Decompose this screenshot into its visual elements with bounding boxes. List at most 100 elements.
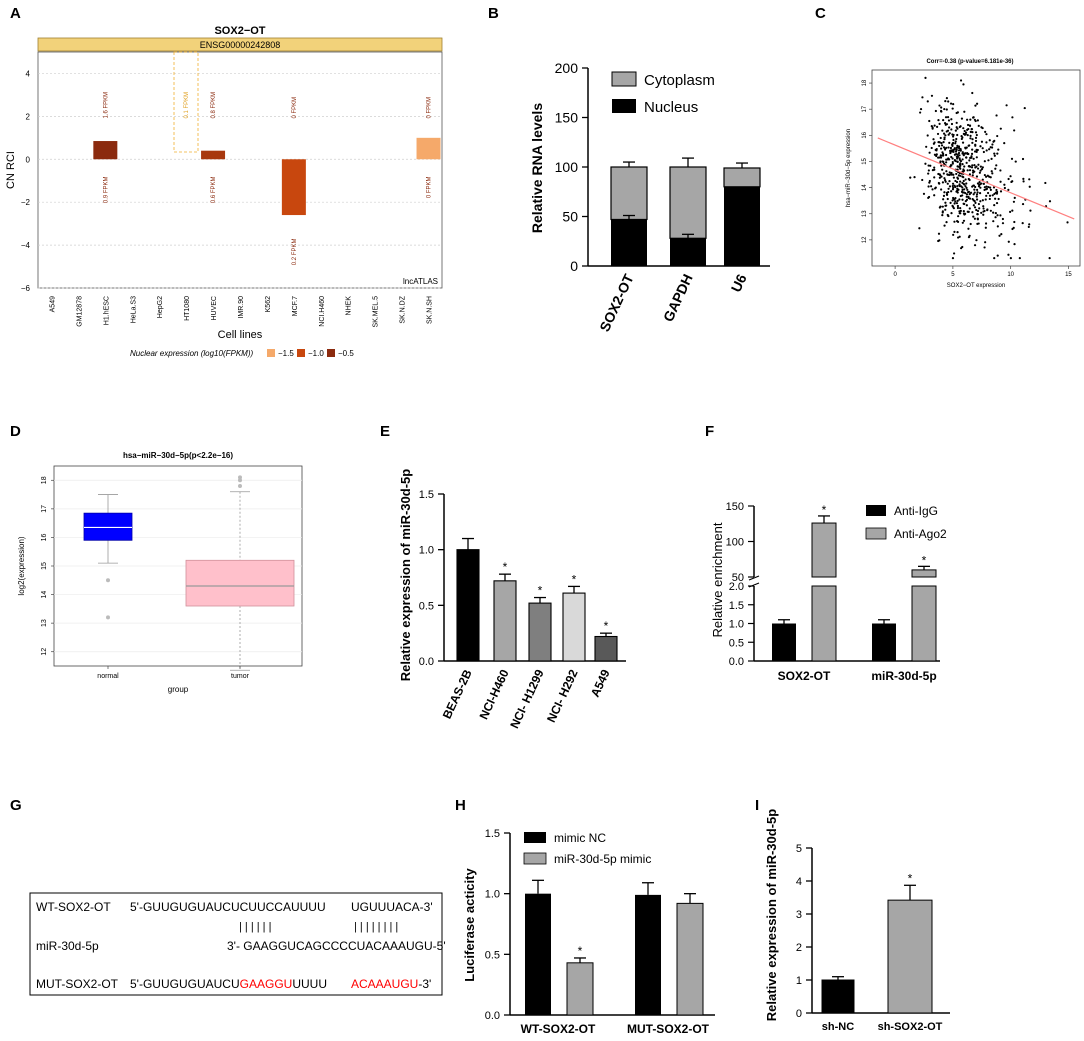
c-point bbox=[944, 100, 947, 103]
c-point bbox=[928, 151, 931, 154]
a-xtick-label: H1.hESC bbox=[103, 296, 110, 325]
c-point bbox=[962, 219, 966, 222]
g-sequence-box bbox=[29, 892, 443, 996]
c-point bbox=[989, 186, 992, 189]
c-point bbox=[924, 76, 927, 79]
c-point bbox=[955, 121, 958, 124]
c-y-ticks: 12 13 14 15 16 17 18 bbox=[862, 79, 872, 243]
c-point bbox=[952, 138, 955, 142]
c-point bbox=[975, 175, 979, 178]
c-point bbox=[946, 115, 950, 119]
a-xtick-label: HeLa.S3 bbox=[130, 296, 137, 323]
c-point bbox=[919, 107, 923, 111]
c-point bbox=[961, 181, 964, 185]
c-point bbox=[951, 144, 954, 147]
c-ytick-label: 13 bbox=[862, 210, 868, 217]
h-ytick-label: 1.5 bbox=[485, 828, 500, 840]
c-point bbox=[965, 186, 968, 190]
c-point bbox=[944, 179, 947, 182]
c-xlabel: SOX2−OT expression bbox=[947, 283, 1005, 289]
c-point bbox=[1021, 222, 1024, 225]
c-point bbox=[952, 233, 955, 236]
c-point bbox=[999, 214, 1002, 217]
c-point bbox=[950, 164, 953, 167]
a-xtick-label: HepG2 bbox=[157, 296, 164, 318]
e-xtick-label: A549 bbox=[588, 667, 613, 699]
c-point bbox=[1066, 221, 1069, 224]
c-point bbox=[950, 122, 954, 126]
b-bars bbox=[610, 157, 761, 266]
c-point bbox=[1013, 220, 1016, 224]
c-point bbox=[927, 164, 930, 167]
c-point bbox=[941, 129, 944, 132]
i-significance-star: * bbox=[908, 871, 913, 885]
c-point bbox=[954, 140, 957, 143]
i-ytick-label: 4 bbox=[796, 876, 802, 888]
c-point bbox=[965, 195, 968, 198]
c-point bbox=[951, 257, 955, 260]
b-ytick-label: 200 bbox=[555, 60, 579, 76]
c-point bbox=[1007, 188, 1010, 191]
c-point bbox=[959, 149, 962, 152]
c-point bbox=[944, 208, 947, 211]
b-legend-cytoplasm: Cytoplasm bbox=[644, 72, 715, 89]
panel-a: A SOX2−OT ENSG00000242808 4 2 0 −2 −4 −6 CN R… bbox=[5, 5, 443, 358]
c-point bbox=[964, 152, 967, 155]
b-ytick-label: 50 bbox=[562, 209, 578, 225]
c-point bbox=[940, 106, 943, 109]
c-point bbox=[955, 153, 958, 156]
c-point bbox=[949, 102, 953, 105]
f-bar-ago2-lower bbox=[911, 585, 937, 662]
c-point bbox=[1018, 257, 1021, 260]
a-ytick-label: −2 bbox=[21, 198, 31, 207]
a-bar bbox=[93, 141, 118, 160]
c-point bbox=[930, 146, 933, 150]
panel-label-b: B bbox=[488, 5, 499, 22]
c-point bbox=[953, 220, 956, 223]
a-legend-label-1: −1.5 bbox=[278, 349, 294, 358]
c-point bbox=[973, 164, 976, 167]
c-point bbox=[945, 204, 948, 207]
e-xtick-label: BEAS-2B bbox=[440, 667, 475, 721]
c-point bbox=[949, 201, 952, 204]
g-label-wt: WT-SOX2-OT bbox=[36, 900, 111, 914]
c-point bbox=[956, 231, 959, 234]
e-bar bbox=[456, 549, 480, 662]
a-legend-swatch-2 bbox=[297, 349, 305, 357]
a-annotation-top: 0.8 FPKM bbox=[211, 92, 217, 119]
c-point bbox=[1022, 180, 1025, 183]
c-point bbox=[964, 133, 967, 136]
c-fit-line bbox=[877, 137, 1075, 220]
i-bar bbox=[821, 979, 855, 1014]
b-legend-nucleus: Nucleus bbox=[644, 99, 698, 116]
c-point bbox=[971, 211, 974, 214]
c-point bbox=[942, 119, 945, 122]
h-legend-mimic: miR-30d-5p mimic bbox=[554, 852, 651, 866]
panel-g: G WT-SOX2-OT miR-30d-5p MUT-SOX2-OT 5'-G… bbox=[10, 797, 446, 996]
panel-b: B 0 50 100 150 200 Relative RNA levels SOX2-… bbox=[488, 5, 770, 334]
a-ytick-label: 2 bbox=[26, 112, 31, 121]
e-significance-star: * bbox=[572, 572, 577, 586]
c-point bbox=[966, 123, 970, 127]
b-xtick-label: GAPDH bbox=[660, 272, 696, 325]
c-point bbox=[973, 150, 977, 153]
c-point bbox=[956, 220, 959, 223]
c-point bbox=[950, 172, 953, 175]
a-legend-title: Nuclear expression (log10(FPKM)) bbox=[130, 349, 253, 358]
c-point bbox=[976, 218, 979, 221]
c-point bbox=[958, 158, 961, 161]
e-xtick-label: NCI- H292 bbox=[544, 667, 581, 725]
c-point bbox=[940, 175, 943, 178]
c-ytick-label: 16 bbox=[862, 131, 868, 138]
a-legend-swatch-1 bbox=[267, 349, 275, 357]
c-point bbox=[974, 139, 978, 143]
c-point bbox=[934, 109, 937, 113]
c-point bbox=[950, 118, 953, 121]
c-point bbox=[936, 132, 940, 136]
a-ytick-label: 4 bbox=[26, 69, 31, 78]
panel-h: H 0.0 0.5 1.0 1.5 Luciferase acticity * WT-… bbox=[455, 797, 715, 1036]
c-point bbox=[921, 178, 924, 182]
c-point bbox=[1009, 210, 1012, 213]
a-annotation-top: 0 FPKM bbox=[427, 97, 433, 119]
